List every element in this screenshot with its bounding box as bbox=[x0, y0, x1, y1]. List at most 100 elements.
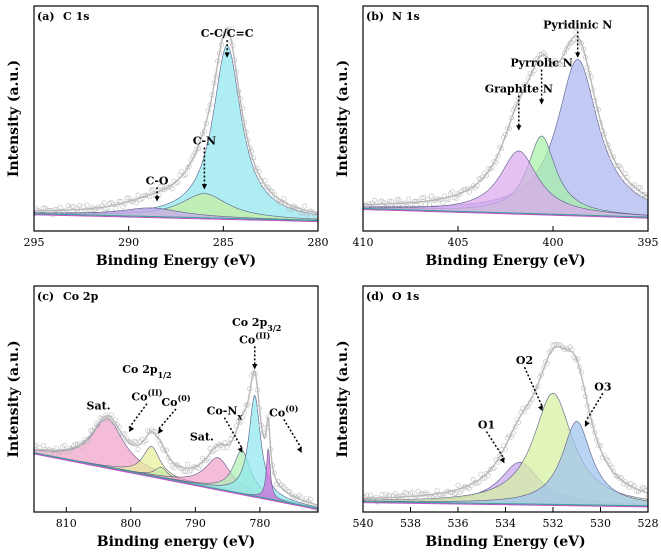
annotation-text: C-C/C=C bbox=[201, 27, 254, 40]
y-axis-label: Intensity (a.u.) bbox=[335, 340, 351, 457]
annotation: Co-Nx bbox=[207, 405, 244, 453]
annotation-arrow-line bbox=[128, 403, 148, 429]
raw-data-point bbox=[277, 482, 283, 488]
annotation-text: Co 2p bbox=[232, 316, 268, 329]
raw-data-point bbox=[111, 201, 117, 207]
x-tick-label: 290 bbox=[118, 236, 139, 249]
raw-data-point bbox=[109, 412, 115, 418]
envelope-fit-line bbox=[34, 369, 318, 506]
raw-data-point bbox=[302, 203, 308, 209]
raw-data-point bbox=[300, 210, 306, 216]
annotation-label: C-O bbox=[146, 174, 169, 187]
annotation-text: Pyridinic N bbox=[543, 19, 612, 32]
plot-frame bbox=[362, 5, 649, 232]
annotation: C-N bbox=[193, 134, 216, 190]
raw-data-point bbox=[133, 439, 139, 445]
annotation-label: O3 bbox=[594, 380, 611, 393]
annotation-label: Co 2p3/2 bbox=[232, 316, 281, 333]
raw-data-point bbox=[419, 195, 425, 201]
annotation-arrow-head bbox=[539, 99, 545, 105]
annotation-label: Co 2p1/2 bbox=[122, 363, 171, 380]
raw-data-point bbox=[363, 494, 366, 500]
raw-data-point bbox=[611, 469, 617, 475]
raw-data-point bbox=[478, 471, 484, 477]
panel-c-1s: 295 290 285 280 Binding Energy (eV) Intensity… bbox=[6, 5, 329, 269]
raw-data-point bbox=[271, 192, 277, 198]
raw-data-point bbox=[552, 57, 558, 63]
envelope-fit-line bbox=[363, 35, 648, 206]
raw-data-point bbox=[485, 472, 491, 478]
panel-title: Co 2p bbox=[63, 290, 99, 303]
raw-data-point bbox=[97, 208, 103, 214]
raw-data-point bbox=[413, 496, 419, 502]
plot-area bbox=[34, 369, 318, 512]
annotation-text: Co bbox=[131, 391, 147, 404]
raw-data-point bbox=[150, 187, 156, 193]
annotation-arrow-head bbox=[158, 427, 164, 434]
annotation-subscript: 1/2 bbox=[158, 370, 172, 380]
plot-area bbox=[363, 341, 648, 508]
annotation-superscript: (II) bbox=[255, 330, 270, 340]
raw-data-point bbox=[220, 445, 226, 451]
raw-data-point bbox=[381, 200, 387, 206]
annotation-label: Co(II) bbox=[131, 388, 162, 404]
panel-title: C 1s bbox=[63, 10, 89, 23]
raw-data-point bbox=[34, 442, 37, 448]
annotation-arrow-line bbox=[157, 408, 177, 431]
x-tick-label: 780 bbox=[249, 517, 270, 530]
raw-data-point bbox=[57, 204, 63, 210]
raw-data-point bbox=[634, 189, 640, 195]
annotation: Pyridinic N bbox=[543, 19, 612, 58]
panel-o-1s: 540 538 536 534 532 530 528 Binding Energy (eV)… bbox=[335, 285, 659, 550]
annotation-label: Co-Nx bbox=[207, 405, 243, 422]
x-tick-label: 280 bbox=[308, 236, 329, 249]
raw-data-point bbox=[169, 186, 175, 192]
annotation-arrow-head bbox=[575, 52, 581, 58]
raw-data-point bbox=[423, 201, 429, 207]
background-line bbox=[34, 213, 318, 222]
raw-data-point bbox=[84, 202, 90, 208]
y-axis-label: Intensity (a.u.) bbox=[335, 60, 351, 177]
annotation-text: Pyrrolic N bbox=[510, 57, 573, 70]
plot-frame bbox=[33, 285, 319, 513]
annotation-label: Co(0) bbox=[269, 403, 298, 419]
annotation-label: C-C/C=C bbox=[201, 27, 254, 40]
raw-data-point bbox=[120, 204, 126, 210]
annotation-arrow-line bbox=[485, 431, 506, 460]
raw-data-point bbox=[101, 200, 107, 206]
raw-data-point bbox=[637, 185, 643, 191]
annotation: Graphite N bbox=[485, 83, 553, 131]
envelope-fit-line bbox=[34, 28, 318, 214]
annotation-label: Pyrrolic N bbox=[510, 57, 573, 70]
raw-data-point bbox=[409, 490, 415, 496]
raw-data-point bbox=[449, 189, 455, 195]
annotation-arrow-line bbox=[283, 418, 303, 450]
annotation-text: Co bbox=[239, 333, 255, 346]
raw-data-point bbox=[76, 203, 82, 209]
panel-label: (b) bbox=[366, 10, 384, 23]
raw-data-point bbox=[371, 197, 377, 203]
plot-frame bbox=[33, 5, 319, 232]
annotation-text: Co 2p bbox=[122, 363, 158, 376]
annotation: Co(II) bbox=[128, 388, 163, 433]
raw-data-point bbox=[453, 490, 459, 496]
annotation-arrow-head bbox=[224, 52, 230, 58]
raw-data-point bbox=[78, 444, 84, 450]
raw-data-point bbox=[184, 461, 190, 467]
annotation-arrow-head bbox=[128, 426, 135, 433]
x-tick-label: 534 bbox=[495, 517, 516, 530]
raw-data-point bbox=[181, 468, 187, 474]
raw-data-point bbox=[444, 196, 450, 202]
raw-data-point bbox=[440, 494, 446, 500]
annotation-arrow-head bbox=[538, 405, 543, 412]
raw-data-point bbox=[34, 442, 39, 448]
background-line-shadow bbox=[34, 453, 318, 511]
annotation-label: C-N bbox=[193, 134, 216, 147]
raw-data-points bbox=[34, 370, 318, 512]
annotation: Co 2p1/2 bbox=[122, 363, 171, 380]
raw-data-point bbox=[298, 210, 304, 216]
raw-data-point bbox=[40, 443, 46, 449]
annotation-label: O2 bbox=[516, 354, 533, 367]
raw-data-point bbox=[455, 482, 461, 488]
